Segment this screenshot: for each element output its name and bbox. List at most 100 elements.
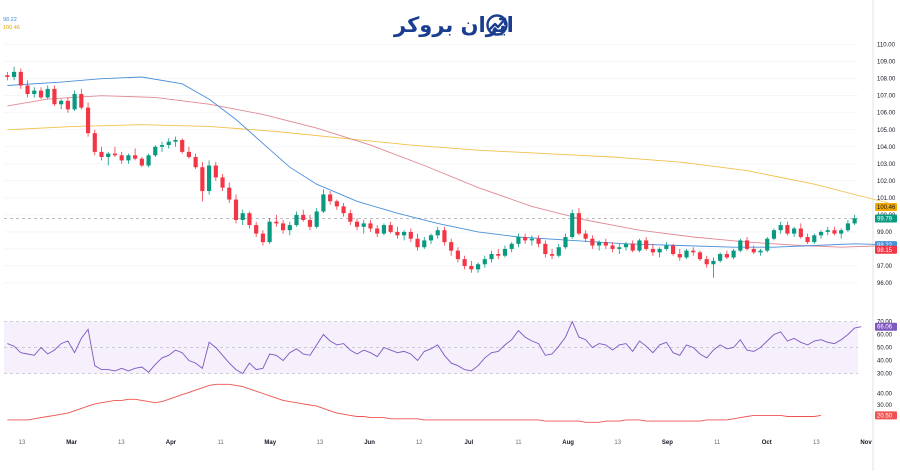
price-badge-label: 99.79 [877, 216, 893, 222]
candle-body [496, 254, 501, 256]
rsi-badge-label: 66.06 [877, 325, 893, 331]
time-tick-label: 13 [813, 440, 820, 446]
candle-body [455, 250, 460, 260]
candle-body [402, 231, 407, 236]
time-tick-label: 13 [614, 440, 621, 446]
candle-body [153, 146, 158, 156]
candle-body [623, 243, 629, 248]
candle-body [563, 237, 568, 248]
price-tick-label: 105.00 [877, 128, 896, 134]
candle-body [428, 235, 434, 241]
candle-body [328, 194, 333, 202]
price-axis: 96.0097.0098.0099.00100.00101.00102.0010… [877, 43, 896, 421]
candle-body [469, 265, 474, 270]
candle-body [314, 211, 319, 227]
candle-body [348, 213, 353, 222]
candle-body [45, 88, 50, 98]
candle-body [576, 213, 582, 234]
candle-body [106, 153, 111, 157]
candle-body [805, 237, 810, 243]
candle-body [422, 240, 427, 248]
time-tick-label: 11 [515, 440, 522, 446]
candle-body [744, 240, 750, 249]
candle-body [186, 151, 192, 157]
time-tick-label: Apr [166, 440, 177, 446]
ma-fast-line [7, 76, 889, 248]
candle-body [207, 165, 212, 192]
candle-body [307, 219, 313, 227]
candle-body [543, 243, 548, 255]
candle-body [159, 145, 165, 147]
oscillator-line [7, 383, 822, 423]
time-tick-label: Sep [662, 440, 673, 446]
candle-body [644, 240, 649, 249]
candle-body [684, 250, 689, 258]
price-tick-label: 99.00 [877, 230, 893, 236]
candle-body [657, 248, 662, 253]
candle-body [738, 240, 743, 251]
legend: 98.22 100.46 [3, 17, 20, 31]
candle-body [381, 225, 387, 234]
price-tick-label: 104.00 [877, 145, 896, 151]
time-tick-label: Aug [562, 440, 574, 446]
candle-body [751, 248, 756, 253]
candle-body [570, 213, 575, 238]
candle-body [72, 94, 77, 110]
candle-body [59, 100, 64, 105]
candle-body [85, 107, 91, 134]
candle-body [375, 228, 380, 234]
price-badge [875, 245, 897, 254]
candle-body [475, 264, 481, 270]
candle-body [818, 231, 824, 236]
time-tick-label: 13 [118, 440, 125, 446]
candle-body [839, 230, 844, 234]
time-tick-label: Jul [464, 440, 473, 446]
candle-body [603, 242, 608, 246]
candle-body [334, 201, 339, 207]
candle-body [294, 214, 299, 226]
rsi-tick-label: 60.00 [877, 333, 893, 339]
candle-body [32, 90, 37, 95]
candle-body [354, 221, 360, 227]
time-tick-label: Nov [860, 440, 872, 446]
rsi-line [7, 320, 862, 375]
candle-body [845, 223, 850, 231]
candle-body [852, 218, 857, 224]
candle-body [704, 259, 709, 265]
candle-body [670, 245, 676, 255]
candle-body [583, 233, 588, 239]
time-tick-label: 11 [714, 440, 721, 446]
rsi-bands [4, 321, 858, 374]
time-axis: 13 Mar 13 Apr 11 May 13 Jun 12 Jul 11 Aug 13 Sep 11 Oct… [19, 440, 873, 446]
candle-body [771, 230, 777, 239]
candle-body [220, 177, 225, 188]
ma-slow-line [7, 124, 889, 204]
candle-body [462, 259, 467, 266]
rsi-tick-label: 50.00 [877, 346, 893, 352]
brand-logo: ایران بروکر [390, 10, 514, 42]
time-tick-label: Jun [364, 440, 375, 446]
candle-body [408, 231, 413, 239]
candle-body [798, 228, 803, 238]
candle-body [227, 187, 232, 200]
candle-body [5, 75, 10, 77]
candle-body [280, 223, 286, 231]
candle-body [247, 213, 252, 226]
candle-body [489, 254, 494, 260]
candle-body [233, 199, 239, 220]
candle-body [731, 250, 736, 258]
price-tick-label: 106.00 [877, 111, 896, 117]
candle-body [597, 242, 602, 246]
candle-body [368, 223, 373, 229]
time-tick-label: May [264, 440, 276, 446]
candle-body [590, 238, 595, 246]
candle-body [388, 225, 393, 232]
rsi-tick-label: 70.00 [877, 320, 893, 326]
price-badge [875, 203, 897, 212]
candle-body [637, 240, 642, 251]
candle-body [718, 254, 723, 261]
rsi-tick-label: 40.00 [877, 359, 893, 365]
time-tick-label: 12 [416, 440, 423, 446]
